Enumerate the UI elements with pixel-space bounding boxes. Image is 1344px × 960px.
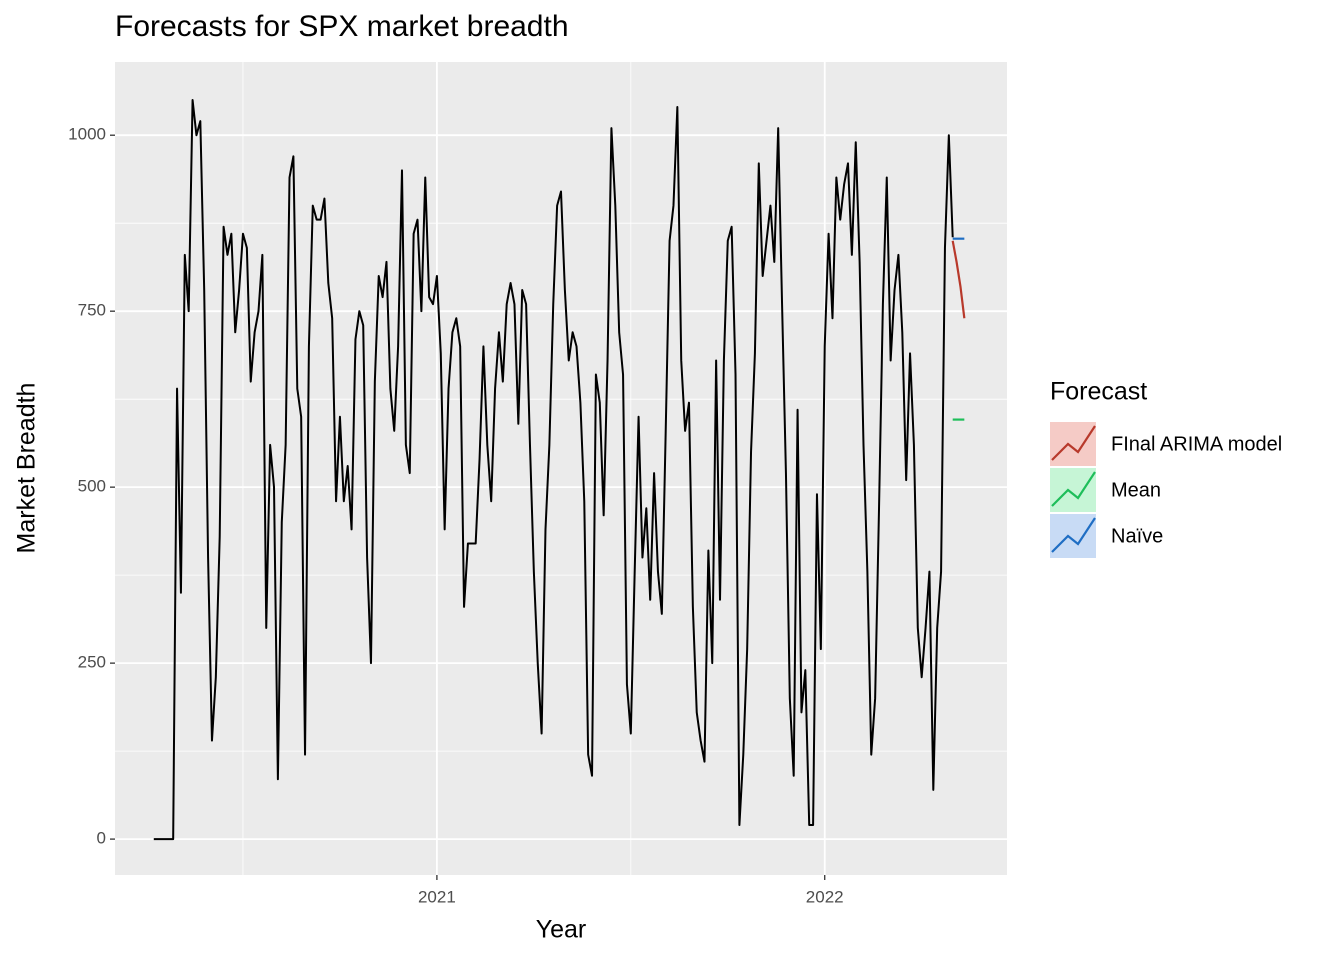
legend-key <box>1050 468 1096 512</box>
legend-key-line <box>1051 471 1096 507</box>
y-tick-label: 1000 <box>68 125 106 144</box>
y-tick-label: 750 <box>78 301 106 320</box>
y-axis-label: Market Breadth <box>13 383 41 554</box>
legend-key <box>1050 422 1096 466</box>
forecast-line <box>951 240 966 319</box>
x-tick-label: 2021 <box>418 887 456 906</box>
panel <box>115 62 1007 875</box>
y-tick-label: 500 <box>78 477 106 496</box>
legend-label: FInal ARIMA model <box>1111 433 1282 455</box>
legend-key <box>1050 514 1096 558</box>
legend-key-line <box>1051 517 1096 553</box>
x-axis-label: Year <box>536 916 587 944</box>
chart-title: Forecasts for SPX market breadth <box>115 10 569 43</box>
legend-key-line <box>1051 425 1096 461</box>
y-tick-label: 250 <box>78 653 106 672</box>
legend-label: Naïve <box>1111 525 1163 547</box>
data-line <box>153 99 954 841</box>
legend-label: Mean <box>1111 479 1161 501</box>
legend-title: Forecast <box>1050 378 1147 406</box>
y-tick-label: 0 <box>97 829 106 848</box>
x-tick-label: 2022 <box>806 887 844 906</box>
